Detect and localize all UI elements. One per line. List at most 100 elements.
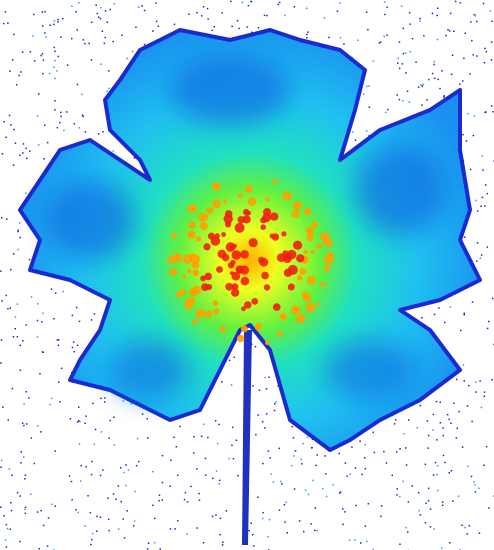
spot: [303, 294, 311, 302]
speckle: [450, 13, 452, 15]
speckle: [23, 403, 25, 405]
speckle: [38, 144, 40, 146]
speckle: [162, 499, 164, 501]
speckle: [475, 15, 477, 17]
speckle: [481, 407, 483, 409]
speckle: [18, 230, 20, 232]
speckle: [59, 401, 61, 403]
spot: [296, 254, 304, 262]
speckle: [406, 464, 408, 466]
speckle: [127, 510, 129, 512]
speckle: [42, 53, 44, 55]
speckle: [112, 41, 114, 43]
speckle: [212, 516, 214, 518]
speckle: [56, 70, 58, 72]
speckle: [366, 541, 368, 543]
speckle: [430, 508, 432, 510]
spot: [212, 200, 221, 209]
speckle: [74, 351, 76, 353]
speckle: [125, 485, 127, 487]
speckle: [386, 34, 388, 36]
speckle: [3, 515, 5, 517]
speckle: [479, 380, 481, 382]
speckle: [399, 41, 401, 43]
speckle: [9, 468, 11, 470]
speckle: [100, 7, 102, 8]
speckle: [315, 465, 317, 467]
speckle: [438, 307, 440, 309]
speckle: [102, 31, 104, 33]
speckle: [16, 84, 18, 86]
speckle: [147, 418, 149, 420]
spot: [188, 204, 197, 213]
speckle: [418, 510, 420, 512]
speckle: [475, 491, 477, 493]
speckle: [405, 52, 407, 54]
speckle: [315, 507, 317, 509]
speckle: [342, 524, 344, 526]
speckle: [114, 3, 116, 5]
speckle: [231, 384, 233, 386]
speckle: [26, 423, 28, 425]
speckle: [80, 480, 82, 482]
speckle: [91, 461, 93, 463]
speckle: [367, 29, 369, 31]
speckle: [279, 510, 281, 512]
speckle: [92, 533, 94, 535]
speckle: [15, 316, 17, 318]
speckle: [491, 59, 493, 61]
speckle: [144, 44, 146, 46]
speckle: [5, 539, 7, 541]
speckle: [402, 100, 404, 102]
speckle: [444, 322, 446, 324]
speckle: [79, 321, 81, 323]
speckle: [450, 423, 452, 425]
spot: [258, 257, 264, 263]
speckle: [32, 35, 34, 37]
speckle: [231, 445, 233, 447]
spot: [213, 308, 219, 314]
speckle: [71, 38, 73, 40]
speckle: [473, 54, 475, 56]
spot: [235, 223, 245, 233]
spot: [304, 208, 311, 215]
speckle: [476, 260, 478, 262]
speckle: [74, 123, 76, 125]
speckle: [293, 455, 295, 457]
speckle: [465, 33, 467, 35]
speckle: [351, 446, 353, 448]
speckle: [203, 6, 205, 8]
speckle: [77, 84, 79, 86]
speckle: [79, 443, 81, 445]
speckle: [190, 486, 192, 488]
speckle: [487, 246, 489, 248]
speckle: [428, 79, 430, 81]
spot: [238, 216, 245, 223]
speckle: [403, 28, 405, 30]
speckle: [262, 463, 264, 465]
speckle: [120, 467, 122, 469]
spot: [208, 233, 215, 240]
speckle: [405, 527, 407, 529]
speckle: [281, 483, 283, 485]
speckle: [325, 473, 327, 475]
spot: [316, 244, 321, 249]
spot: [188, 297, 196, 305]
speckle: [305, 489, 307, 491]
spot: [232, 250, 242, 260]
speckle: [479, 532, 481, 534]
speckle: [0, 466, 2, 468]
spot: [264, 284, 270, 290]
speckle: [463, 58, 465, 60]
speckle: [10, 529, 12, 531]
speckle: [399, 68, 401, 70]
speckle: [396, 494, 398, 496]
speckle: [408, 419, 410, 421]
speckle: [100, 398, 102, 400]
speckle: [262, 512, 264, 514]
speckle: [433, 528, 435, 530]
speckle: [458, 496, 460, 498]
speckle: [433, 64, 435, 66]
speckle: [63, 130, 65, 132]
speckle: [47, 142, 49, 144]
